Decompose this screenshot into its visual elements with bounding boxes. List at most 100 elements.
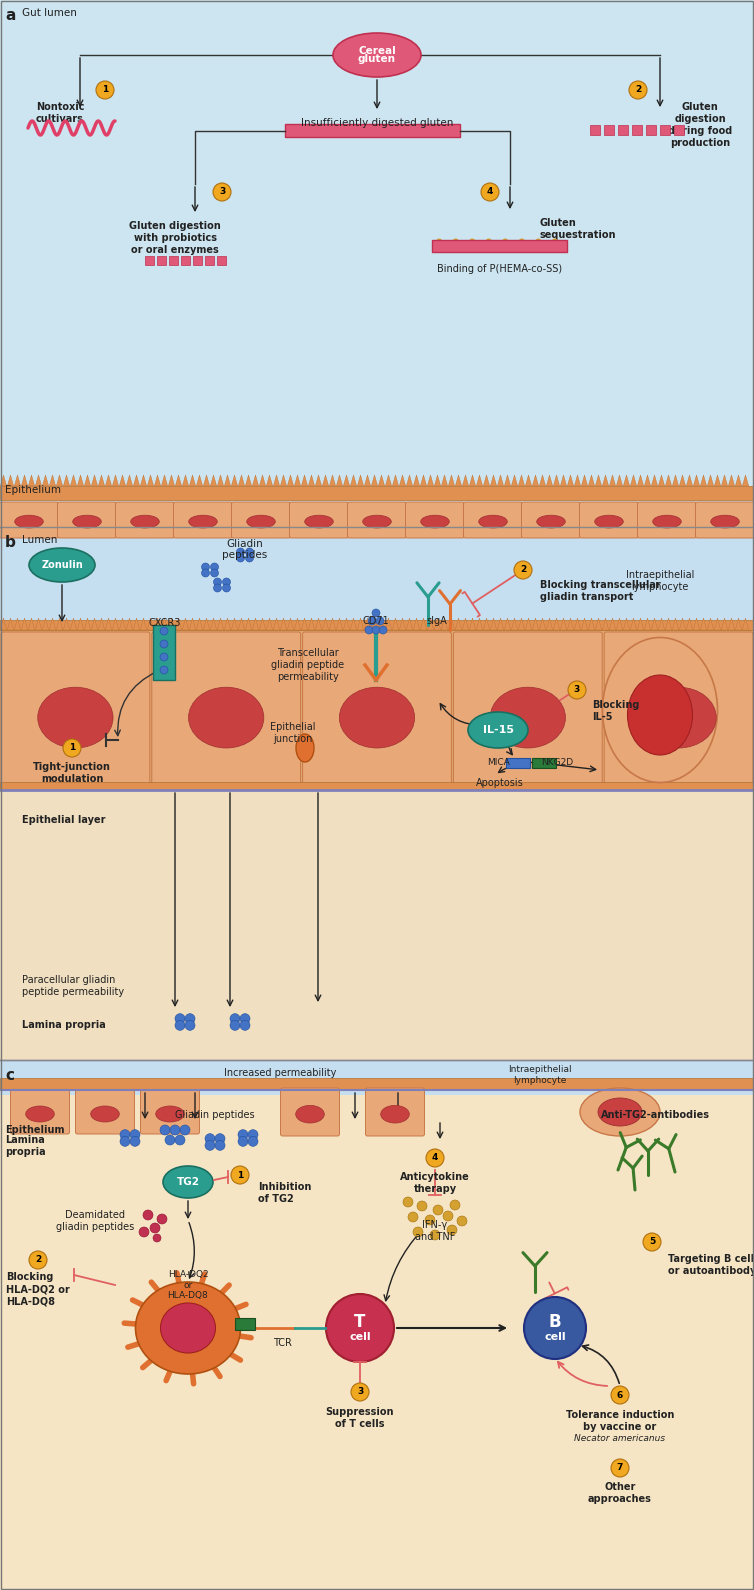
Polygon shape [42, 475, 49, 487]
Text: TCR: TCR [272, 1339, 292, 1348]
Text: 2: 2 [635, 86, 641, 94]
Circle shape [170, 1126, 180, 1135]
Polygon shape [357, 475, 363, 487]
Bar [0, 790, 754, 1061]
Circle shape [175, 1014, 185, 1024]
Polygon shape [266, 619, 273, 630]
Ellipse shape [598, 1099, 642, 1126]
Polygon shape [70, 619, 77, 630]
Polygon shape [189, 475, 195, 487]
Ellipse shape [381, 1105, 409, 1123]
Circle shape [139, 1227, 149, 1237]
Bar [235, 1318, 255, 1329]
Polygon shape [231, 619, 238, 630]
Text: Epithelial layer: Epithelial layer [22, 816, 106, 825]
Circle shape [143, 1210, 153, 1220]
Polygon shape [700, 619, 706, 630]
Polygon shape [8, 619, 14, 630]
Circle shape [237, 549, 244, 556]
Polygon shape [217, 619, 224, 630]
Polygon shape [98, 475, 105, 487]
Circle shape [210, 563, 219, 571]
Polygon shape [518, 475, 525, 487]
Circle shape [248, 1129, 258, 1140]
Text: T: T [354, 1313, 366, 1331]
Polygon shape [204, 475, 210, 487]
Circle shape [160, 1126, 170, 1135]
FancyBboxPatch shape [366, 1088, 425, 1135]
FancyBboxPatch shape [290, 502, 348, 537]
Circle shape [213, 183, 231, 200]
Text: TG2: TG2 [176, 1177, 200, 1188]
Polygon shape [225, 475, 231, 487]
Polygon shape [259, 619, 265, 630]
Circle shape [160, 641, 168, 649]
Circle shape [215, 1134, 225, 1143]
Text: approaches: approaches [588, 1495, 652, 1504]
Polygon shape [182, 619, 188, 630]
Ellipse shape [72, 515, 101, 528]
Text: Lamina: Lamina [5, 1135, 44, 1145]
Polygon shape [21, 619, 28, 630]
Text: Blocking: Blocking [592, 700, 639, 711]
Text: Gluten: Gluten [540, 218, 577, 227]
Text: Tight-junction: Tight-junction [33, 762, 111, 773]
Circle shape [443, 1212, 453, 1221]
FancyBboxPatch shape [140, 1091, 200, 1134]
Text: Lumen: Lumen [22, 534, 57, 545]
Text: and TNF: and TNF [415, 1232, 455, 1242]
Polygon shape [483, 619, 489, 630]
Circle shape [629, 81, 647, 99]
FancyBboxPatch shape [0, 502, 59, 537]
Polygon shape [637, 475, 644, 487]
Text: Apoptosis: Apoptosis [476, 778, 524, 789]
Text: Nontoxic: Nontoxic [35, 102, 84, 111]
Polygon shape [630, 475, 636, 487]
Circle shape [160, 653, 168, 661]
Text: CD71: CD71 [363, 615, 389, 626]
Polygon shape [0, 619, 7, 630]
Polygon shape [547, 619, 553, 630]
FancyBboxPatch shape [11, 1091, 69, 1134]
Polygon shape [225, 619, 231, 630]
Text: 2: 2 [520, 566, 526, 574]
Polygon shape [532, 475, 538, 487]
Ellipse shape [188, 687, 264, 747]
Text: propria: propria [5, 1146, 46, 1158]
Text: by vaccine or: by vaccine or [584, 1421, 657, 1433]
Polygon shape [400, 619, 406, 630]
Ellipse shape [38, 687, 113, 747]
Ellipse shape [130, 515, 159, 528]
Text: lymphocyte: lymphocyte [631, 582, 688, 591]
FancyBboxPatch shape [604, 631, 753, 789]
FancyBboxPatch shape [1, 631, 150, 789]
Polygon shape [274, 619, 280, 630]
FancyBboxPatch shape [580, 502, 639, 537]
Polygon shape [357, 619, 363, 630]
Ellipse shape [296, 1105, 324, 1123]
Circle shape [230, 1014, 240, 1024]
Bar [604, 126, 614, 135]
Circle shape [205, 1134, 215, 1143]
Polygon shape [259, 475, 265, 487]
Text: HLA-DQ8: HLA-DQ8 [6, 1296, 55, 1305]
Polygon shape [567, 619, 574, 630]
Polygon shape [560, 475, 567, 487]
Text: Other: Other [604, 1482, 636, 1491]
Polygon shape [294, 475, 301, 487]
FancyBboxPatch shape [464, 502, 523, 537]
Text: with probiotics: with probiotics [133, 234, 216, 243]
Polygon shape [155, 475, 161, 487]
Polygon shape [707, 619, 713, 630]
Bar [660, 126, 670, 135]
Ellipse shape [490, 687, 566, 747]
Circle shape [160, 666, 168, 674]
Ellipse shape [641, 687, 716, 747]
Bar [506, 758, 530, 768]
Text: Deamidated: Deamidated [65, 1210, 125, 1220]
Text: 1: 1 [102, 86, 108, 94]
Polygon shape [469, 475, 476, 487]
Circle shape [210, 569, 219, 577]
Circle shape [413, 1227, 423, 1237]
Ellipse shape [90, 1107, 119, 1123]
